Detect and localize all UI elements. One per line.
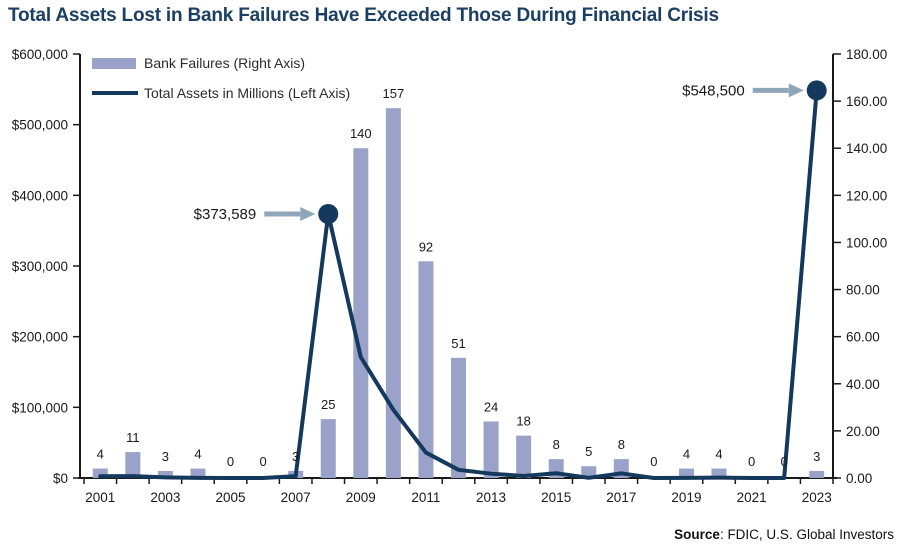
data-point-marker-2023 — [806, 80, 827, 101]
x-axis-year-label: 2003 — [150, 490, 180, 505]
source-label: Source — [674, 527, 720, 542]
bar-2012 — [451, 357, 466, 478]
bar-2020 — [711, 468, 727, 478]
x-axis-year-label: 2013 — [476, 490, 506, 505]
bar-value-label: 157 — [383, 86, 405, 101]
bar-2023 — [809, 470, 825, 478]
bar-2001 — [92, 468, 108, 478]
right-axis-tick-label: 60.00 — [846, 330, 880, 345]
legend-item-bank-failures: Bank Failures (Right Axis) — [92, 51, 350, 75]
bar-value-label: 4 — [715, 447, 722, 462]
right-axis-tick-label: 40.00 — [846, 377, 880, 392]
left-axis-tick-label: $300,000 — [12, 259, 68, 274]
bar-value-label: 0 — [227, 454, 234, 469]
bar-value-label: 0 — [259, 454, 266, 469]
source-note: Source: FDIC, U.S. Global Investors — [674, 527, 894, 542]
x-axis-year-label: 2017 — [606, 490, 636, 505]
left-axis-tick-label: $400,000 — [12, 188, 68, 203]
right-axis-tick-label: 80.00 — [846, 283, 880, 298]
data-point-marker-2008 — [318, 203, 339, 224]
left-axis-tick-label: $600,000 — [12, 47, 68, 62]
x-axis-year-label: 2015 — [541, 490, 571, 505]
legend: Bank Failures (Right Axis) Total Assets … — [92, 51, 350, 111]
bar-2013 — [483, 421, 499, 478]
x-axis-year-label: 2023 — [802, 490, 832, 505]
left-axis-tick-label: $0 — [53, 471, 68, 486]
right-axis-tick-label: 140.00 — [846, 141, 887, 156]
bar-value-label: 18 — [516, 414, 530, 429]
bar-value-label: 3 — [292, 449, 299, 464]
annotation-arrowhead-icon — [788, 83, 804, 98]
bar-2019 — [678, 468, 694, 478]
line-swatch-icon — [92, 91, 138, 95]
legend-item-total-assets: Total Assets in Millions (Left Axis) — [92, 81, 350, 105]
annotation-arrowhead-icon — [300, 206, 316, 221]
right-axis-tick-label: 0.00 — [846, 471, 872, 486]
x-axis-year-label: 2011 — [411, 490, 440, 505]
right-axis-tick-label: 100.00 — [846, 235, 887, 250]
right-axis-tick-label: 180.00 — [846, 47, 887, 62]
bar-value-label: 140 — [350, 126, 372, 141]
right-axis-tick-label: 160.00 — [846, 94, 887, 109]
bar-value-label: 5 — [585, 444, 592, 459]
bar-value-label: 25 — [321, 397, 335, 412]
bar-value-label: 92 — [419, 239, 433, 254]
bar-value-label: 51 — [451, 336, 465, 351]
bar-2008 — [320, 419, 336, 478]
bar-value-label: 0 — [748, 454, 755, 469]
right-axis-tick-label: 120.00 — [846, 188, 887, 203]
bar-value-label: 4 — [97, 447, 104, 462]
bar-2011 — [418, 261, 434, 478]
bar-value-label: 0 — [650, 454, 657, 469]
x-axis-year-label: 2007 — [281, 490, 311, 505]
bar-2010 — [385, 108, 401, 478]
x-axis-year-label: 2009 — [346, 490, 376, 505]
bar-value-label: 8 — [618, 437, 625, 452]
bar-value-label: 8 — [553, 437, 560, 452]
bar-swatch-icon — [92, 57, 136, 69]
bar-2004 — [190, 468, 206, 478]
annotation-label: $373,589 — [194, 206, 257, 223]
bar-value-label: 4 — [683, 447, 690, 462]
x-axis-year-label: 2005 — [216, 490, 246, 505]
x-axis-year-label: 2021 — [737, 490, 767, 505]
legend-label: Bank Failures (Right Axis) — [144, 55, 306, 71]
x-axis-year-label: 2019 — [671, 490, 701, 505]
bar-value-label: 24 — [484, 399, 498, 414]
bar-value-label: 4 — [194, 447, 201, 462]
left-axis-tick-label: $500,000 — [12, 118, 68, 133]
source-text: : FDIC, U.S. Global Investors — [719, 527, 894, 542]
left-axis-tick-label: $100,000 — [12, 400, 68, 415]
total-assets-line — [98, 88, 819, 480]
bar-value-label: 3 — [813, 449, 820, 464]
bar-2003 — [157, 470, 173, 478]
x-axis-year-label: 2001 — [85, 490, 115, 505]
bar-2002 — [125, 452, 141, 478]
combo-chart: $600,000 $500,000 $400,000 $300,000 $200,000… — [12, 47, 888, 505]
bar-value-label: 3 — [162, 449, 169, 464]
annotation-label: $548,500 — [682, 82, 745, 99]
bar-2016 — [581, 466, 597, 478]
legend-label: Total Assets in Millions (Left Axis) — [144, 85, 351, 101]
right-axis-tick-label: 20.00 — [846, 424, 880, 439]
chart-title: Total Assets Lost in Bank Failures Have … — [8, 5, 719, 26]
chart-area: $600,000 $500,000 $400,000 $300,000 $200,000… — [0, 36, 900, 516]
left-axis-tick-label: $200,000 — [12, 330, 68, 345]
bar-2014 — [516, 435, 532, 478]
bar-value-label: 0 — [781, 454, 788, 469]
bar-2009 — [353, 148, 369, 478]
bar-value-label: 11 — [126, 430, 140, 445]
